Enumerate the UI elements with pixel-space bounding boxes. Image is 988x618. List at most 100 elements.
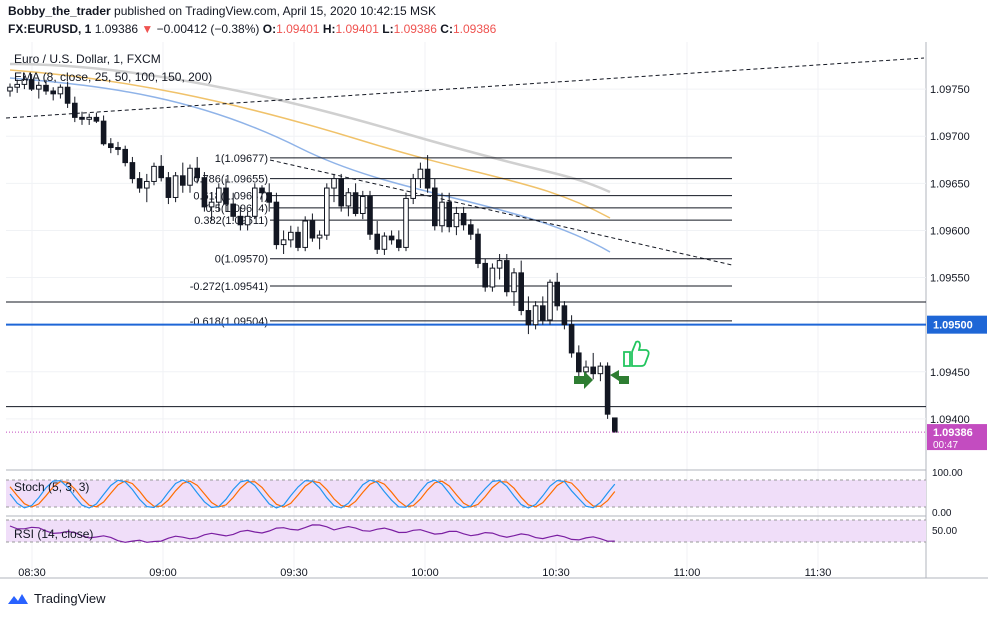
- candle-body: [432, 187, 438, 227]
- candle-body: [180, 175, 186, 186]
- price-tick-label: 1.09700: [930, 131, 970, 143]
- candle-body: [266, 192, 272, 203]
- last-price-tag: [927, 424, 987, 451]
- candle-body: [403, 197, 409, 248]
- candle-body: [417, 168, 424, 180]
- candle-body: [28, 79, 35, 90]
- arrow-right-icon: [574, 371, 593, 389]
- rsi-line: [9, 524, 615, 543]
- fib-level-label: 0.786(1.09655): [193, 174, 268, 186]
- price-tick-label: 1.09550: [930, 273, 970, 285]
- candle-body: [518, 272, 525, 312]
- candle-body: [79, 116, 85, 120]
- fib-level-label: 0.5(1.09624): [206, 203, 268, 215]
- candle-body: [511, 272, 517, 293]
- candle-body: [273, 201, 280, 246]
- candle-body: [547, 281, 553, 321]
- time-tick-label: 10:30: [542, 567, 570, 579]
- horizontal-line-price-label: 1.09500: [933, 320, 973, 332]
- ohlc-bar: FX:EURUSD, 1 1.09386 ▼ −0.00412 (−0.38%)…: [8, 22, 496, 36]
- candle-body: [230, 203, 236, 217]
- candle-body: [424, 168, 431, 189]
- last-price-label: 1.09386: [933, 427, 973, 439]
- time-tick-label: 08:30: [18, 567, 46, 579]
- candle-body: [410, 178, 416, 199]
- candle-body: [439, 201, 445, 227]
- candle-body: [295, 231, 301, 248]
- candle-body: [86, 116, 93, 120]
- candle-body: [57, 86, 64, 95]
- time-tick-label: 10:00: [411, 567, 439, 579]
- stoch-legend[interactable]: Stoch (5, 3, 3): [14, 480, 90, 494]
- candle-body: [151, 165, 157, 182]
- high-value: 1.09401: [335, 22, 379, 36]
- fib-level-label: 0.382(1.09611): [194, 215, 268, 227]
- candle-body: [244, 215, 251, 226]
- candle-body: [540, 305, 546, 321]
- candle-body: [460, 212, 467, 226]
- price-tick-label: 1.09450: [930, 367, 970, 379]
- brand-name[interactable]: TradingView: [34, 591, 106, 606]
- horizontal-line-price-tag: [927, 315, 987, 334]
- candle-body: [100, 120, 107, 145]
- candle-body: [446, 201, 452, 228]
- author-name[interactable]: Bobby_the_trader: [8, 4, 111, 18]
- low-label: L:: [382, 22, 394, 36]
- trend-line-down: [269, 159, 733, 266]
- tradingview-logo-icon[interactable]: [6, 592, 30, 606]
- candle-body: [532, 305, 539, 326]
- candle-body: [172, 175, 179, 198]
- candle-body: [590, 366, 597, 375]
- candle-body: [280, 239, 287, 246]
- ema-100-line: [9, 77, 611, 253]
- candle-body: [72, 102, 78, 118]
- candle-body: [237, 215, 244, 226]
- candle-body: [309, 220, 316, 239]
- price-tick-label: 1.09650: [930, 178, 970, 190]
- rsi-band: [6, 520, 926, 542]
- rsi-legend[interactable]: RSI (14, close): [14, 527, 94, 541]
- candle-body: [388, 235, 395, 241]
- footer: TradingView: [6, 591, 106, 606]
- stoch-axis-label: 100.00: [932, 468, 963, 479]
- candle-body: [7, 86, 13, 92]
- candle-body: [338, 178, 344, 207]
- candle-body: [14, 83, 20, 88]
- rsi-axis-label: 50.00: [932, 526, 957, 537]
- candle-body: [194, 167, 200, 179]
- candle-body: [374, 233, 380, 250]
- candle-body: [93, 116, 100, 122]
- candle-body: [525, 310, 532, 326]
- stoch-k-line: [9, 479, 616, 509]
- candle-body: [208, 201, 215, 208]
- candle-body: [122, 148, 129, 164]
- candle-body: [165, 177, 172, 198]
- publish-text: published on TradingView.com, April 15, …: [110, 4, 437, 18]
- change-value: −0.00412 (−0.38%): [156, 22, 260, 36]
- candle-body: [64, 86, 71, 104]
- candle-body: [136, 178, 143, 189]
- symbol-label: FX:EURUSD, 1: [8, 22, 92, 36]
- ema-legend[interactable]: EMA (8, close, 25, 50, 100, 150, 200): [14, 70, 213, 84]
- instrument-legend[interactable]: Euro / U.S. Dollar, 1, FXCM: [14, 52, 161, 66]
- stoch-band: [6, 480, 926, 507]
- bar-countdown-label: 00:47: [933, 440, 958, 451]
- candle-body: [252, 187, 258, 217]
- candle-body: [360, 196, 366, 214]
- candle-body: [367, 196, 373, 235]
- price-tick-label: 1.09750: [930, 84, 970, 96]
- candle-body: [158, 165, 164, 179]
- open-value: 1.09401: [276, 22, 320, 36]
- price-tick-label: 1.09600: [930, 225, 970, 237]
- candle-body: [144, 180, 150, 189]
- candle-body: [50, 90, 57, 95]
- arrow-left-icon: [610, 370, 629, 384]
- time-tick-label: 11:30: [805, 567, 832, 579]
- candle-body: [612, 417, 618, 433]
- candle-body: [223, 187, 229, 205]
- candle-body: [331, 178, 337, 189]
- candle-body: [129, 162, 136, 180]
- candle-body: [453, 212, 460, 228]
- stoch-axis-label: 0.00: [932, 508, 952, 519]
